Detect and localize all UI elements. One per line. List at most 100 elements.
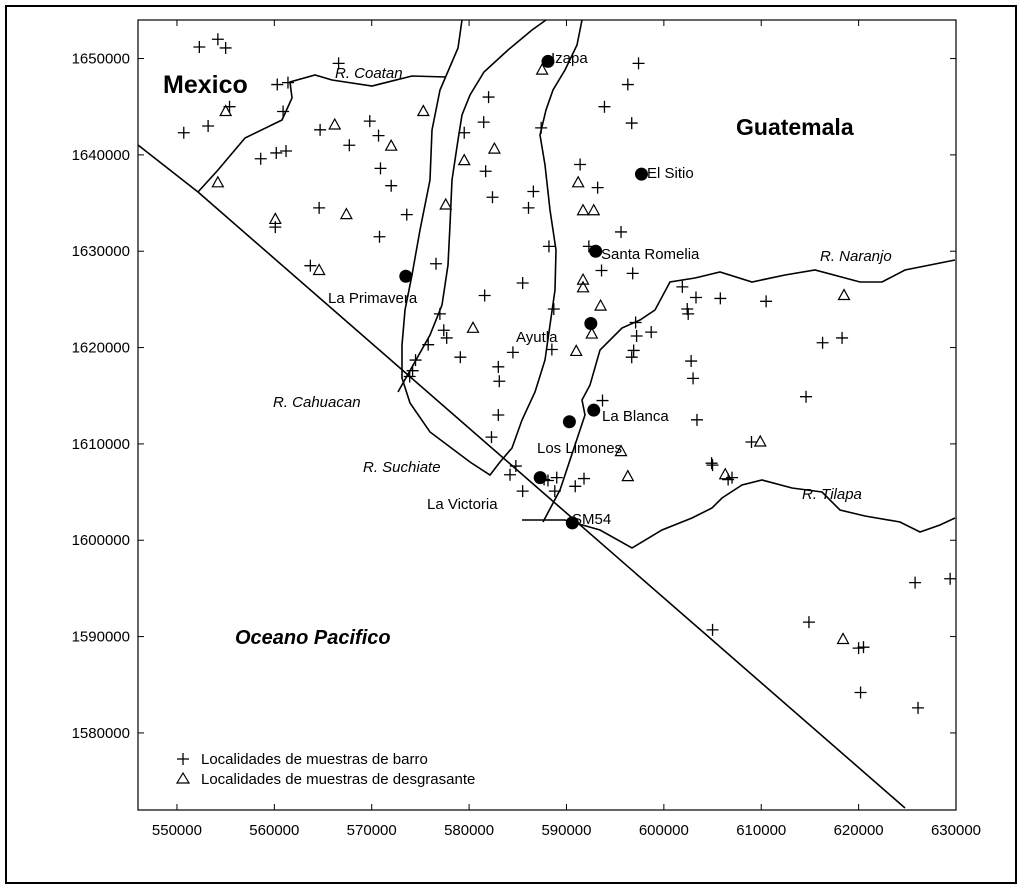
- label-river-naranjo: R. Naranjo: [820, 248, 892, 265]
- label-site-santa-romelia: Santa Romelia: [601, 246, 700, 263]
- sample-desgrasante-marker: [576, 272, 590, 285]
- axis-ticks: 550000 560000 570000 580000 590000 600000 6100…: [72, 20, 981, 839]
- sample-barro-marker: [857, 641, 870, 654]
- sample-barro-marker: [615, 225, 628, 238]
- sample-barro-marker: [503, 468, 516, 481]
- sample-desgrasante-marker: [569, 344, 583, 357]
- sample-barro-marker: [385, 179, 398, 192]
- label-site-la-blanca: La Blanca: [602, 408, 669, 425]
- legend: Localidades de muestras de barro Localid…: [175, 751, 475, 788]
- sample-barro-marker: [332, 57, 345, 70]
- label-site-el-sitio: El Sitio: [647, 165, 694, 182]
- sample-barro-marker: [400, 208, 413, 221]
- sample-barro-marker: [219, 41, 232, 54]
- sample-barro-marker: [271, 78, 284, 91]
- x-tick-label: 560000: [249, 822, 299, 839]
- sample-desgrasante-marker: [466, 321, 480, 333]
- sample-barro-marker: [621, 78, 634, 91]
- sample-desgrasante-marker: [571, 175, 585, 188]
- sample-barro-marker: [270, 146, 283, 159]
- sample-barro-marker: [493, 375, 506, 388]
- sample-barro-marker: [478, 289, 491, 302]
- sample-barro-marker: [689, 291, 702, 304]
- sample-barro-marker: [816, 336, 829, 349]
- sample-barro-marker: [343, 139, 356, 152]
- y-tick-label: 1650000: [72, 51, 130, 68]
- sample-barro-marker: [440, 331, 453, 344]
- sample-barro-marker: [458, 126, 471, 139]
- sample-barro-marker: [681, 303, 694, 316]
- sample-markers: [177, 33, 957, 714]
- sample-barro-marker: [406, 364, 419, 377]
- sample-barro-marker: [676, 280, 689, 293]
- river-suchiate: [522, 479, 956, 549]
- x-tick-label: 630000: [931, 822, 981, 839]
- sample-barro-marker: [254, 152, 267, 165]
- sample-desgrasante-marker: [312, 263, 326, 276]
- sample-barro-marker: [542, 240, 555, 253]
- y-tick-label: 1620000: [72, 340, 130, 357]
- sample-barro-marker: [745, 435, 758, 448]
- sample-barro-marker: [625, 351, 638, 364]
- sample-barro-marker: [433, 307, 446, 320]
- label-ocean: Oceano Pacifico: [235, 627, 391, 649]
- site-dot: [533, 471, 547, 485]
- sample-barro-marker: [685, 355, 698, 368]
- sample-barro-marker: [574, 158, 587, 171]
- sample-barro-marker: [706, 623, 719, 636]
- x-tick-label: 610000: [736, 822, 786, 839]
- sample-barro-marker: [596, 394, 609, 407]
- sample-desgrasante-marker: [585, 326, 599, 339]
- sample-barro-marker: [437, 324, 450, 337]
- y-tick-label: 1580000: [72, 725, 130, 742]
- label-mexico: Mexico: [163, 71, 248, 99]
- sample-barro-marker: [193, 40, 206, 53]
- sample-barro-marker: [852, 642, 865, 655]
- sample-barro-marker: [625, 117, 638, 130]
- x-tick-label: 570000: [347, 822, 397, 839]
- label-site-la-victoria: La Victoria: [427, 496, 498, 513]
- sample-barro-marker: [547, 303, 560, 316]
- sample-barro-marker: [627, 344, 640, 357]
- site-dot: [541, 54, 555, 68]
- sample-barro-marker: [492, 409, 505, 421]
- label-river-suchiate: R. Suchiate: [363, 459, 441, 476]
- sample-barro-marker: [281, 76, 294, 89]
- sample-barro-marker: [277, 105, 290, 118]
- sample-barro-marker: [629, 316, 642, 329]
- sample-barro-marker: [516, 277, 529, 290]
- sample-desgrasante-marker: [587, 203, 601, 216]
- sample-desgrasante-marker: [837, 288, 851, 301]
- sample-barro-marker: [550, 471, 563, 484]
- legend-triangle-icon: [175, 771, 191, 784]
- sample-barro-marker: [705, 457, 718, 470]
- sample-desgrasante-marker: [384, 138, 398, 151]
- sample-barro-marker: [760, 295, 773, 308]
- sample-barro-marker: [363, 115, 376, 128]
- sample-barro-marker: [313, 201, 326, 214]
- label-site-los-limones: Los Limones: [537, 440, 622, 457]
- site-dot: [589, 244, 603, 258]
- sample-desgrasante-marker: [328, 117, 342, 130]
- sample-barro-marker: [314, 123, 327, 136]
- sample-barro-marker: [687, 372, 700, 385]
- x-tick-label: 600000: [639, 822, 689, 839]
- sample-barro-marker: [595, 264, 608, 277]
- sample-desgrasante-marker: [439, 197, 453, 210]
- sample-barro-marker: [944, 572, 957, 585]
- sample-barro-marker: [548, 485, 561, 498]
- sample-barro-marker: [706, 459, 719, 472]
- sample-barro-marker: [486, 191, 499, 204]
- sample-barro-marker: [632, 57, 645, 70]
- sample-barro-marker: [569, 480, 582, 493]
- sample-desgrasante-marker: [836, 632, 850, 645]
- sample-barro-marker: [912, 701, 925, 714]
- sample-barro-marker: [802, 616, 815, 629]
- border-mexico-guatemala: [401, 19, 583, 477]
- site-dot: [587, 403, 601, 417]
- sample-barro-marker: [682, 307, 695, 320]
- sample-barro-marker: [492, 360, 505, 373]
- sample-barro-marker: [545, 343, 558, 356]
- sample-desgrasante-marker: [576, 280, 590, 293]
- sample-desgrasante-marker: [576, 203, 590, 216]
